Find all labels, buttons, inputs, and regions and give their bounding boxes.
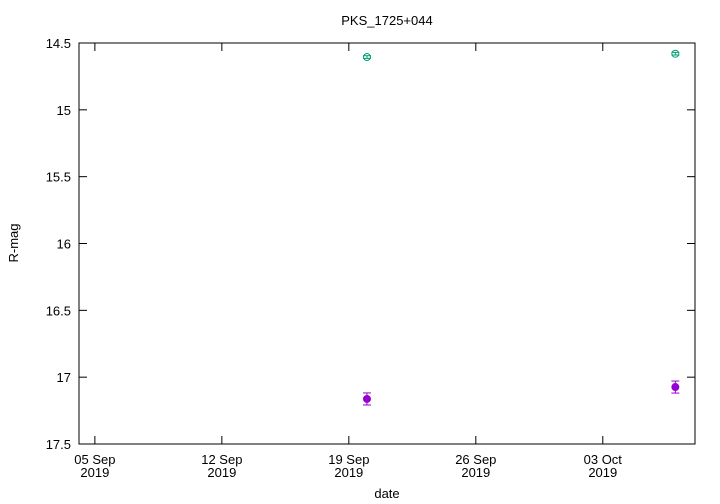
- x-tick-label-line: 2019: [207, 465, 236, 480]
- x-tick-label-line: 2019: [334, 465, 363, 480]
- x-tick-label-line: 19 Sep: [328, 452, 369, 467]
- x-tick-label: 12 Sep 2019: [201, 452, 242, 480]
- x-tick-label: 03 Oct 2019: [584, 452, 623, 480]
- chart-title: PKS_1725+044: [341, 13, 432, 28]
- x-tick-label: 05 Sep 2019: [74, 452, 115, 480]
- point: [362, 53, 371, 62]
- y-axis-label: R-mag: [6, 223, 21, 262]
- error-bar: [671, 51, 680, 56]
- y-tick-label: 16.5: [46, 303, 71, 318]
- x-tick-label-line: 05 Sep: [74, 452, 115, 467]
- y-tick-label: 14.5: [46, 36, 71, 51]
- x-tick-label-line: 2019: [588, 465, 617, 480]
- x-tick-label-line: 2019: [80, 465, 109, 480]
- x-tick-label-line: 12 Sep: [201, 452, 242, 467]
- x-tick-label-line: 03 Oct: [584, 452, 623, 467]
- x-tick-label-line: 26 Sep: [455, 452, 496, 467]
- point: [671, 383, 680, 392]
- x-axis-label: date: [374, 486, 399, 501]
- point: [671, 49, 680, 58]
- point: [362, 394, 371, 403]
- y-tick-label: 15.5: [46, 170, 71, 185]
- y-tick-label: 17.5: [46, 437, 71, 452]
- x-tick-label-line: 2019: [461, 465, 490, 480]
- y-tick-label: 16: [57, 237, 71, 252]
- x-tick-label: 26 Sep 2019: [455, 452, 496, 480]
- y-tick-label: 15: [57, 103, 71, 118]
- x-tick-label: 19 Sep 2019: [328, 452, 369, 480]
- error-bar: [362, 55, 371, 59]
- y-tick-label: 17: [57, 370, 71, 385]
